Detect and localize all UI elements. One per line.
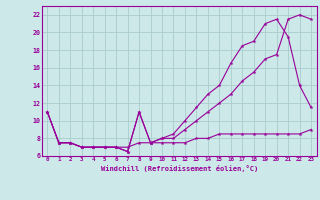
X-axis label: Windchill (Refroidissement éolien,°C): Windchill (Refroidissement éolien,°C) [100,165,258,172]
